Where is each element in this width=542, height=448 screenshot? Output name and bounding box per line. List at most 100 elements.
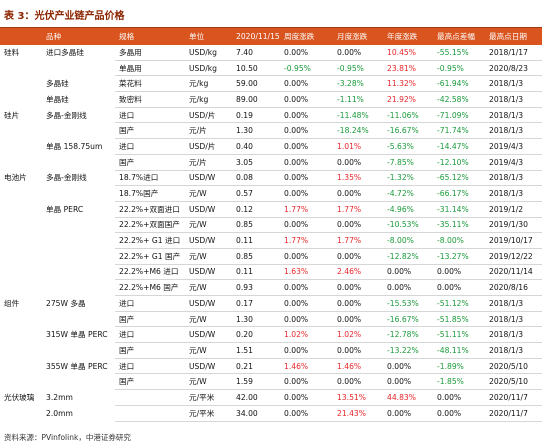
table-cell: 0.00% [333, 373, 383, 391]
table-cell: 0.17 [232, 295, 280, 312]
table-cell: 2019/10/17 [485, 232, 542, 249]
table-cell: 0.00% [333, 295, 383, 312]
table-cell: -5.63% [383, 138, 433, 155]
table-cell: 2020/8/23 [485, 60, 542, 77]
table-cell: 0.00% [280, 342, 333, 359]
table-cell: -66.17% [433, 185, 485, 202]
table-cell: 0.00% [280, 373, 333, 391]
table-cell [42, 233, 115, 249]
table-cell: 315W 单晶 PERC [42, 326, 115, 343]
table-cell: 2018/1/3 [485, 122, 542, 140]
table-cell: 元/W [185, 279, 232, 296]
table-cell [0, 217, 42, 233]
table-cell: -1.89% [433, 358, 485, 375]
table-cell: 0.00% [280, 217, 333, 234]
table-cell: USD/W [185, 358, 232, 375]
table-cell: USD/W [185, 232, 232, 249]
table-cell: 进口 [115, 138, 185, 155]
table-cell: 2020/11/7 [485, 389, 542, 406]
table-cell: -13.22% [383, 342, 433, 359]
table-cell: 0.85 [232, 248, 280, 265]
table-cell: 34.00 [232, 405, 280, 422]
table-cell [0, 343, 42, 359]
header-cell: 月度涨跌 [333, 27, 383, 45]
table-cell: 菜花料 [115, 75, 185, 93]
table-cell: USD/W [185, 170, 232, 187]
table-cell: 国产 [115, 154, 185, 171]
table-cell: 0.00% [280, 75, 333, 93]
table-row: 22.2%+M6 国产 元/W 0.93 0.00% 0.00% 0.00% 0.00% 20… [0, 279, 542, 296]
table-cell: USD/W [185, 326, 232, 344]
table-cell: 0.00% [280, 248, 333, 265]
table-cell: 0.00% [280, 122, 333, 140]
table-row: 315W 单晶 PERC 进口 USD/W 0.20 1.02% 1.02% -12.78%… [0, 326, 542, 344]
table-cell: -71.74% [433, 122, 485, 140]
table-cell: -8.00% [433, 232, 485, 249]
table-cell: 元/W [185, 373, 232, 391]
table-cell: 0.57 [232, 185, 280, 202]
table-cell: -11.06% [383, 107, 433, 124]
table-row: 单晶硅 致密料 元/kg 89.00 0.00% -1.11% 21.92% -42.58% 2… [0, 91, 542, 108]
table-cell: 1.77% [333, 232, 383, 249]
table-cell: 国产 [115, 311, 185, 328]
table-cell: 1.35% [333, 170, 383, 187]
table-cell: 0.00% [280, 138, 333, 155]
table-cell: 1.30 [232, 122, 280, 140]
table-cell [0, 358, 42, 374]
table-cell: USD/W [185, 201, 232, 218]
header-cell: 年度涨跌 [383, 27, 433, 45]
table-cell: 0.08 [232, 170, 280, 187]
table-cell: -1.11% [333, 91, 383, 108]
header-cell [0, 27, 42, 45]
table-cell: 0.00% [383, 405, 433, 422]
table-cell: 18.7%国产 [115, 185, 185, 202]
table-cell [0, 405, 42, 421]
header-cell: 单位 [185, 27, 232, 45]
table-cell: 进口多晶硅 [46, 47, 84, 57]
table-cell: 0.19 [232, 107, 280, 124]
table-cell: -65.12% [433, 170, 485, 187]
table-cell [0, 248, 42, 264]
header-cell: 2020/11/15 [232, 27, 280, 45]
table-cell: -31.14% [433, 201, 485, 218]
table-cell [0, 139, 42, 155]
table-cell: 1.46% [333, 358, 383, 375]
table-cell [0, 374, 42, 390]
table-header: 品种 规格 单位 2020/11/15 周度涨跌 月度涨跌 年度涨跌 最高点差幅 最高点日期 [0, 27, 542, 45]
table-cell [42, 311, 115, 327]
table-cell: 2018/1/3 [485, 311, 542, 328]
table-row: 18.7%国产 元/W 0.57 0.00% 0.00% -4.72% -66.17% 201… [0, 185, 542, 202]
table-cell [42, 374, 115, 390]
table-cell: -61.94% [433, 75, 485, 93]
table-cell: -4.96% [383, 201, 433, 218]
table-cell: 275W 多晶 [42, 295, 115, 312]
table-cell: USD/kg [185, 60, 232, 77]
table-cell: -12.10% [433, 154, 485, 171]
table-cell [0, 186, 42, 202]
table-cell: -0.95% [333, 60, 383, 77]
price-table: 品种 规格 单位 2020/11/15 周度涨跌 月度涨跌 年度涨跌 最高点差幅 最高点日期 硅… [0, 27, 542, 422]
table-cell [0, 311, 42, 327]
table-cell: 电池片 [0, 169, 42, 186]
table-cell: 3.05 [232, 154, 280, 171]
header-cell: 最高点日期 [485, 27, 542, 45]
table-cell: 10.50 [232, 60, 280, 77]
table-cell: 10.45% [383, 45, 433, 61]
table-row: 单晶 158.75um 进口 USD/片 0.40 0.00% 1.01% -5.63% -1… [0, 138, 542, 155]
table-cell [0, 201, 42, 217]
table-cell: 0.00% [333, 311, 383, 328]
table-cell: 2018/1/3 [485, 91, 542, 108]
table-cell: 元/kg [185, 75, 232, 93]
header-cell: 最高点差幅 [433, 27, 485, 45]
table-cell: 多晶硅 [42, 75, 115, 92]
table-cell: 0.00% [280, 170, 333, 187]
table-cell: 2018/1/3 [485, 342, 542, 359]
table-cell: 22.2%+双面进口 [115, 201, 185, 218]
table-cell: 0.00% [280, 389, 333, 406]
table-cell: 89.00 [232, 91, 280, 108]
table-cell: 0.00% [433, 405, 485, 422]
table-cell: -14.47% [433, 138, 485, 155]
table-cell: -0.95% [433, 60, 485, 77]
table-row: 355W 单晶 PERC 进口 USD/W 0.21 1.46% 1.46% 0.00% -1… [0, 357, 542, 375]
table-row: 国产 元/W 1.59 0.00% 0.00% 0.00% -1.85% 2020/5/10 [0, 373, 542, 391]
